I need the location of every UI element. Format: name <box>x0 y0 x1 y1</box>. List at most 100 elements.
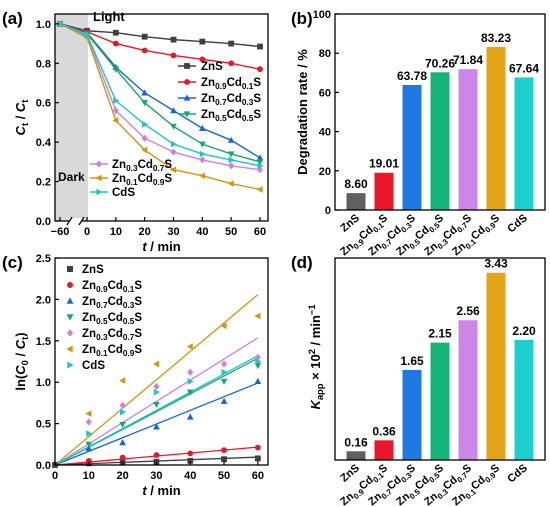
element-symbol: S <box>253 109 261 121</box>
y-axis-label: Ct / Ct <box>13 100 30 136</box>
data-point-zn0-9cd0-1s <box>85 457 92 464</box>
element-symbol: Zn <box>82 328 96 340</box>
x-tick-label: 30 <box>167 226 179 238</box>
data-point-zn0-9cd0-1s <box>257 66 263 73</box>
legend-marker-zn0-5cd0-5s <box>66 314 74 321</box>
x-tick-label: 50 <box>218 470 230 482</box>
subscript: 0.1 <box>96 349 108 358</box>
subscript: 0.7 <box>153 164 165 173</box>
data-point-zn0-9cd0-1s <box>153 452 160 458</box>
bar-value-label: 63.78 <box>397 69 427 83</box>
element-symbol: Cd <box>108 344 123 356</box>
y-tick-label: 0 <box>325 205 331 217</box>
y-axis-label-unit: / min <box>308 315 323 349</box>
subscript: 0.9 <box>123 349 135 358</box>
data-point-zn0-1cd0-9s <box>141 146 148 154</box>
legend-label-zn0-1cd0-9s: Zn0.1Cd0.9S <box>112 173 172 187</box>
panel-label-b: (b) <box>291 9 313 28</box>
subscript: 0.5 <box>242 114 254 123</box>
element-symbol: Zn <box>394 490 412 507</box>
bar-zn0-1cd0-9s <box>486 46 506 210</box>
subscript: 0.5 <box>123 317 135 326</box>
y-axis-label-ln: ln( <box>13 374 28 391</box>
y-tick-label: 80 <box>319 48 331 60</box>
y-axis-label: Degradation rate / % <box>295 49 310 175</box>
data-point-zn0-3cd0-7s <box>221 360 228 368</box>
data-point-zn0-1cd0-9s <box>152 360 160 368</box>
y-axis-label-close: ) <box>13 332 28 336</box>
x-tick-label: 60 <box>254 226 266 238</box>
data-point-zn0-7cd0-3s <box>170 107 177 114</box>
legend-marker-cds <box>96 188 103 196</box>
panel-b-degradation-rate-bars: 8.60ZnS19.01Zn0.9Cd0.1S63.78Zn0.7Cd0.3S7… <box>295 9 546 260</box>
data-point-cds <box>221 368 228 376</box>
bar-value-label: 83.23 <box>481 31 511 45</box>
data-point-zn0-3cd0-7s <box>153 382 160 390</box>
data-point-zn0-1cd0-9s <box>220 322 227 330</box>
legend-marker-zn0-5cd0-5s <box>183 111 191 118</box>
plot-frame <box>334 257 546 461</box>
panel-label-c: (c) <box>2 253 23 272</box>
element-symbol: S <box>215 61 223 73</box>
bar-zns <box>346 451 366 460</box>
y-tick-label: 2.0 <box>36 294 51 306</box>
data-point-zns <box>257 43 263 50</box>
fit-line-zn0-1cd0-9s <box>54 294 259 466</box>
bar-zn0-3cd0-7s <box>458 320 478 460</box>
y-tick-label: 40 <box>319 127 331 139</box>
y-tick-label: 0.6 <box>36 98 51 110</box>
data-point-zn0-3cd0-7s <box>228 162 235 170</box>
subscript: 0.7 <box>215 98 227 107</box>
data-point-zns <box>170 36 177 43</box>
y-axis-label-unit-exp: −1 <box>307 304 317 315</box>
element-symbol: Cd <box>112 187 127 199</box>
bar-value-label: 70.26 <box>425 56 455 70</box>
data-point-zn0-9cd0-1s <box>112 40 119 47</box>
x-tick-label: −60 <box>51 226 70 238</box>
data-point-zn0-1cd0-9s <box>112 117 119 124</box>
y-tick-label: 1.0 <box>36 377 51 389</box>
bar-value-label: 0.36 <box>372 424 396 438</box>
x-axis-label-unit: / min <box>147 483 181 498</box>
y-tick-label: 100 <box>313 9 331 21</box>
bar-cds <box>514 339 534 460</box>
data-point-zn0-7cd0-3s <box>85 444 93 452</box>
data-point-zn0-1cd0-9s <box>254 312 261 320</box>
panel-label-d: (d) <box>291 253 313 272</box>
legend-marker-zns <box>184 63 190 69</box>
x-tick-label: 10 <box>110 226 122 238</box>
element-symbol: S <box>96 264 104 276</box>
data-point-zn0-3cd0-7s <box>141 134 148 142</box>
data-point-zn0-7cd0-3s <box>254 377 262 384</box>
x-tick-label: 0 <box>52 470 58 482</box>
series-line-zn0-3cd0-7s <box>59 23 261 171</box>
panel-a-degradation-curves: 0.0 0.2 0.4 0.6 0.8 1.0 −60 0 10 20 30 40 50 60 t / mi… <box>13 9 269 254</box>
bar-zns <box>346 193 366 210</box>
data-point-zns <box>187 457 194 464</box>
bar-zn0-3cd0-7s <box>458 69 478 210</box>
x-axis-label-var: t <box>142 239 147 254</box>
data-point-zns <box>199 38 206 45</box>
y-tick-label: 60 <box>319 87 331 99</box>
legend-label-zn0-3cd0-7s: Zn0.3Cd0.7S <box>112 159 172 173</box>
element-symbol: Zn <box>422 490 440 507</box>
fit-line-zn0-3cd0-7s <box>54 337 259 466</box>
y-tick-label: 0.8 <box>36 58 51 70</box>
y-tick-label: 0.5 <box>36 419 51 431</box>
category-label-zn0-5cd0-5s: Zn0.5Cd0.5S <box>394 212 447 260</box>
data-point-cds <box>255 358 262 365</box>
legend-label-zn0-3cd0-7s: Zn0.3Cd0.7S <box>82 328 142 342</box>
element-symbol: S <box>134 280 142 292</box>
data-point-zn0-5cd0-5s <box>256 159 264 166</box>
data-point-zn0-3cd0-7s <box>85 418 92 426</box>
y-axis-label: ln(C0 / Ct) <box>13 332 30 390</box>
element-symbol: Zn <box>112 159 126 171</box>
data-point-zn0-9cd0-1s <box>199 56 206 63</box>
y-axis-label-ct-sub: t <box>20 123 30 126</box>
data-point-cds <box>187 378 194 385</box>
panel-d-rate-constant-bars: 0.16ZnS0.36Zn0.9Cd0.1S1.65Zn0.7Cd0.3S2.1… <box>307 257 546 507</box>
y-axis-label: Kapp × 102 / min−1 <box>307 304 325 409</box>
element-symbol: Cd <box>138 159 153 171</box>
y-tick-label: 0.0 <box>36 216 51 228</box>
subscript: 0.7 <box>96 301 108 310</box>
